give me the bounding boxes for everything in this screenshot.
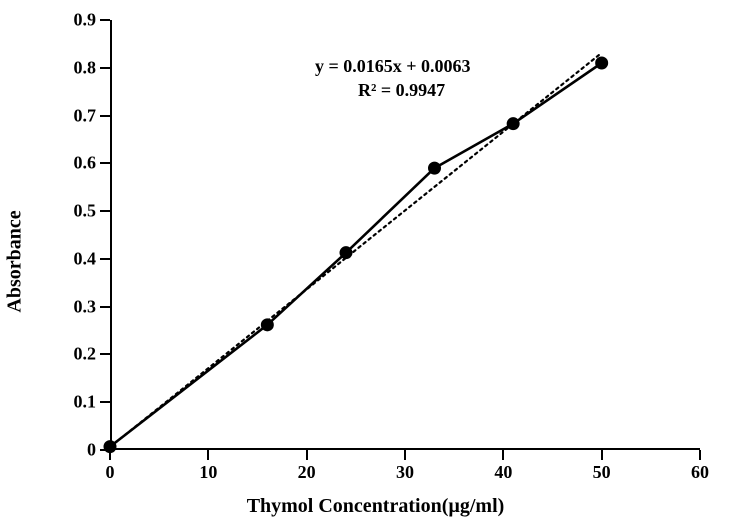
- x-tick-mark: [404, 450, 406, 460]
- x-tick-mark: [207, 450, 209, 460]
- x-tick-label: 10: [199, 462, 217, 483]
- x-tick-label: 0: [106, 462, 115, 483]
- y-tick-mark: [100, 306, 110, 308]
- x-tick-label: 60: [691, 462, 709, 483]
- y-tick-label: 0.4: [74, 248, 97, 269]
- data-marker: [340, 247, 352, 259]
- y-tick-mark: [100, 19, 110, 21]
- x-tick-label: 50: [593, 462, 611, 483]
- x-tick-mark: [699, 450, 701, 460]
- x-tick-label: 20: [298, 462, 316, 483]
- calibration-chart: Absorbance 00.10.20.30.40.50.60.70.80.90…: [0, 0, 751, 522]
- y-tick-mark: [100, 258, 110, 260]
- y-tick-label: 0.1: [74, 392, 97, 413]
- y-tick-label: 0.9: [74, 10, 97, 31]
- y-tick-mark: [100, 115, 110, 117]
- data-marker: [507, 118, 519, 130]
- y-tick-label: 0.2: [74, 344, 97, 365]
- y-tick-mark: [100, 210, 110, 212]
- plot-area: 00.10.20.30.40.50.60.70.80.9010203040506…: [110, 20, 700, 450]
- x-tick-mark: [601, 450, 603, 460]
- x-tick-label: 30: [396, 462, 414, 483]
- data-marker: [261, 319, 273, 331]
- chart-annotation: y = 0.0165x + 0.0063: [315, 56, 471, 77]
- x-tick-mark: [306, 450, 308, 460]
- y-tick-label: 0: [87, 440, 96, 461]
- y-tick-mark: [100, 162, 110, 164]
- y-tick-mark: [100, 353, 110, 355]
- data-marker: [429, 162, 441, 174]
- x-tick-mark: [502, 450, 504, 460]
- y-tick-mark: [100, 67, 110, 69]
- x-tick-mark: [109, 450, 111, 460]
- y-tick-label: 0.3: [74, 296, 97, 317]
- y-axis-label: Absorbance: [0, 0, 30, 522]
- y-axis-label-text: Absorbance: [4, 210, 27, 312]
- chart-annotation: R² = 0.9947: [358, 80, 445, 101]
- data-marker: [596, 57, 608, 69]
- y-tick-label: 0.7: [74, 105, 97, 126]
- x-axis-label: Thymol Concentration(µg/ml): [0, 495, 751, 518]
- trendline: [110, 53, 602, 447]
- y-tick-label: 0.6: [74, 153, 97, 174]
- x-tick-label: 40: [494, 462, 512, 483]
- y-tick-label: 0.8: [74, 57, 97, 78]
- y-tick-mark: [100, 401, 110, 403]
- y-tick-label: 0.5: [74, 201, 97, 222]
- data-line: [110, 63, 602, 447]
